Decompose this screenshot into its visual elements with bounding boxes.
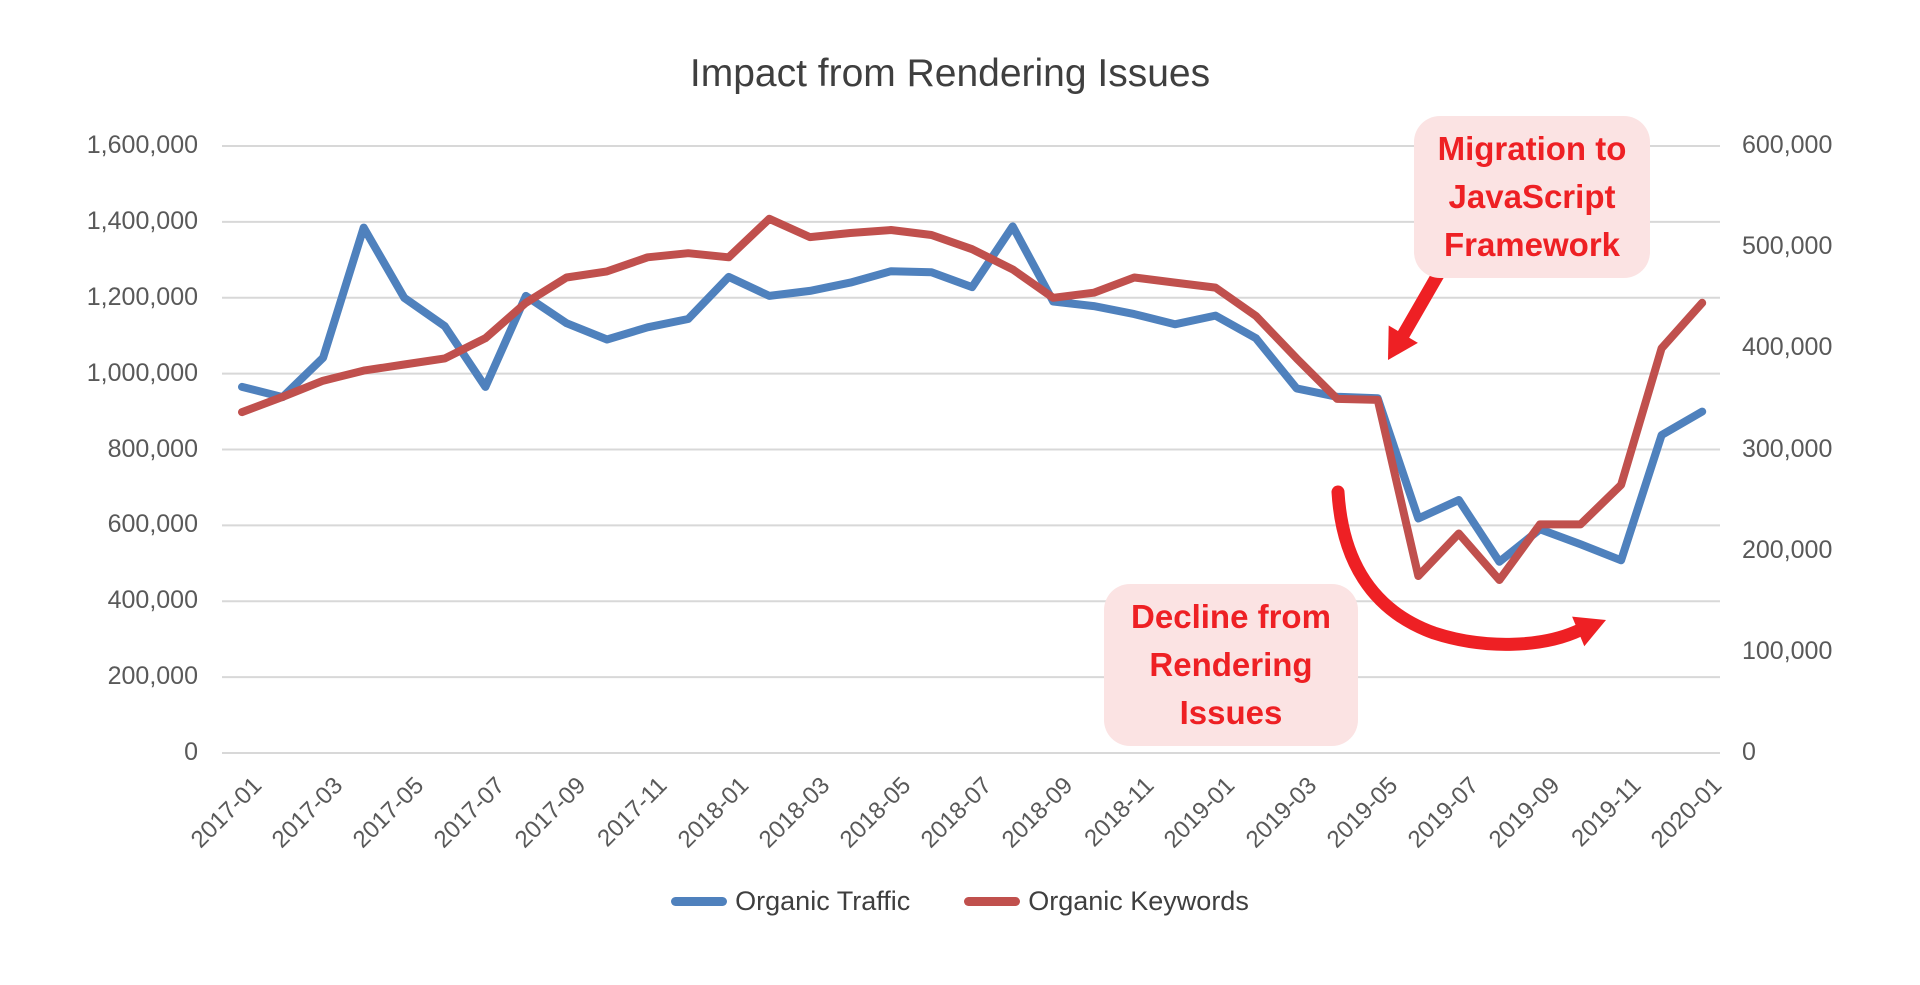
y-axis-right-label: 400,000 [1742,333,1833,362]
legend-label: Organic Traffic [735,886,911,916]
migration-arrow-head [1388,325,1418,360]
migration-arrow-shaft [1391,259,1450,351]
organic-traffic-swatch [671,897,728,906]
legend-item-organic-keywords: Organic Keywords [964,886,1249,917]
decline-arrow-curve [1331,485,1587,651]
y-axis-left-label: 1,600,000 [86,131,198,159]
organic-keywords-swatch [964,897,1021,906]
y-axis-right-label: 500,000 [1742,232,1833,261]
y-axis-left-label: 1,400,000 [86,206,198,235]
y-axis-right-label: 200,000 [1742,535,1833,564]
annotation-migration: Migration to JavaScript Framework [1414,116,1650,278]
gridlines [222,145,1720,754]
y-axis-left-label: 200,000 [107,662,198,691]
annotation-migration-line: JavaScript [1448,178,1616,215]
y-axis-left-label: 600,000 [107,510,198,539]
legend-label: Organic Keywords [1028,886,1249,916]
annotation-migration-line: Framework [1443,226,1621,263]
chart-title: Impact from Rendering Issues [689,52,1211,95]
y-axis-left-label: 1,200,000 [86,282,198,311]
y-axis-left-label: 0 [184,738,198,766]
annotation-decline-line: Issues [1179,694,1283,731]
annotation-decline: Decline from Rendering Issues [1104,584,1358,746]
annotation-decline-line: Decline from [1131,598,1331,635]
y-axis-right-label: 0 [1742,738,1756,766]
legend: Organic Traffic Organic Keywords [0,886,1920,917]
y-axis-left-label: 400,000 [107,586,198,615]
y-axis-right-label: 600,000 [1742,131,1833,159]
decline-arrow-head [1572,616,1606,647]
legend-item-organic-traffic: Organic Traffic [671,886,910,917]
annotation-migration-line: Migration to [1437,130,1627,167]
organic-keywords-line [238,214,1707,584]
annotation-arrows [1331,259,1606,651]
organic-traffic-line [238,222,1707,566]
y-axis-left-label: 1,000,000 [86,358,198,387]
y-axis-right-label: 100,000 [1742,636,1833,665]
y-axis-left-label: 800,000 [107,434,198,463]
y-axis-right-label: 300,000 [1742,434,1833,463]
annotation-decline-line: Rendering [1149,646,1313,683]
series-lines [238,214,1707,584]
